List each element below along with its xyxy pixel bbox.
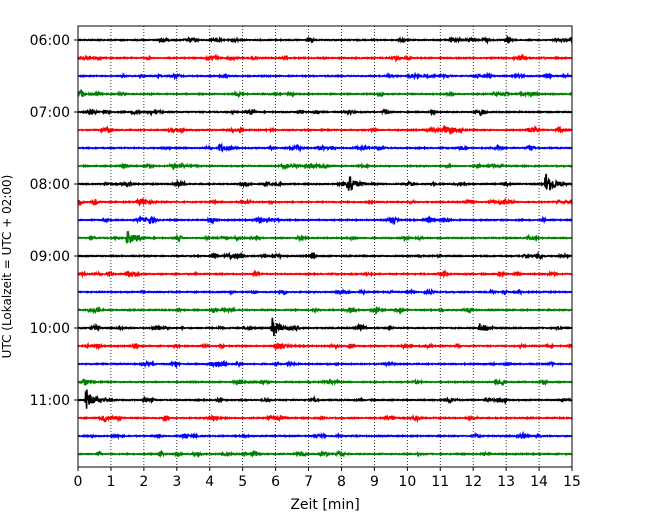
x-tick-label: 2 [139, 474, 148, 490]
x-axis: 0 1 2 3 4 5 6 7 8 9 10 11 12 13 14 15 [74, 467, 581, 490]
x-tick-label: 5 [238, 474, 247, 490]
y-tick-label: 10:00 [30, 321, 70, 337]
trace-line [77, 378, 573, 387]
trace-line [77, 161, 573, 171]
x-tick-label: 4 [205, 474, 214, 490]
trace-line [77, 341, 573, 351]
trace-line [77, 413, 573, 424]
trace-line [77, 173, 573, 192]
plot-frame [77, 25, 573, 468]
trace-line [77, 305, 573, 316]
x-tick-label: 12 [464, 474, 482, 490]
x-tick-label: 8 [337, 474, 346, 490]
trace-line [77, 142, 573, 153]
x-tick-label: 11 [431, 474, 449, 490]
y-axis-label: UTC (Lokalzeit = UTC + 02:00) [0, 175, 14, 359]
x-axis-label: Zeit [min] [290, 497, 359, 513]
y-tick-label: 07:00 [30, 105, 70, 121]
x-tick-label: 6 [271, 474, 280, 490]
trace-line [77, 214, 573, 226]
x-tick-label: 9 [370, 474, 379, 490]
trace-line [77, 389, 573, 409]
y-tick-label: 08:00 [30, 177, 70, 193]
x-tick-label: 15 [563, 474, 581, 490]
x-tick-label: 3 [172, 474, 181, 490]
x-tick-label: 14 [530, 474, 548, 490]
trace-line [77, 197, 573, 207]
trace-line [77, 359, 573, 369]
trace-line [77, 449, 573, 459]
x-tick-label: 13 [497, 474, 515, 490]
trace-line [77, 34, 573, 45]
y-axis: 06:00 07:00 08:00 09:00 10:00 11:00 [30, 33, 78, 409]
x-tick-label: 10 [398, 474, 416, 490]
trace-line [77, 107, 573, 117]
x-tick-label: 7 [304, 474, 313, 490]
y-tick-label: 09:00 [30, 249, 70, 265]
trace-line [77, 71, 573, 81]
trace-group [77, 34, 573, 459]
trace-line [77, 52, 573, 63]
y-tick-label: 11:00 [30, 393, 70, 409]
trace-line [77, 287, 573, 297]
y-tick-label: 06:00 [30, 33, 70, 49]
x-tick-label: 1 [106, 474, 115, 490]
x-tick-label: 0 [74, 474, 83, 490]
trace-line [77, 124, 573, 135]
trace-line [77, 317, 573, 337]
trace-line [77, 269, 573, 279]
trace-line [77, 250, 573, 261]
trace-line [77, 230, 573, 244]
trace-line [77, 88, 573, 99]
trace-line [77, 430, 573, 441]
